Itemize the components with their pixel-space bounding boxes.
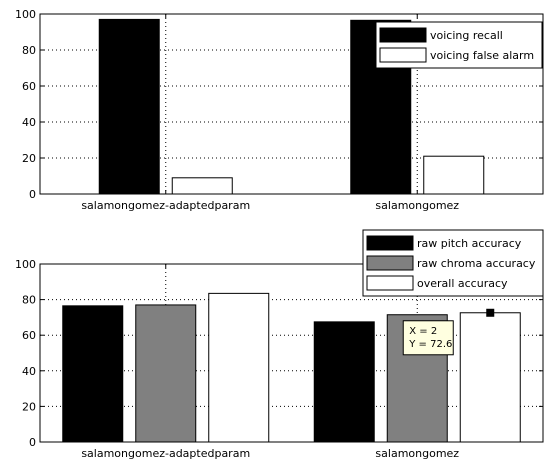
datatip-marker (486, 308, 495, 317)
y-tick-label: 40 (22, 116, 36, 129)
y-tick-label: 0 (29, 436, 36, 449)
y-tick-label: 100 (15, 258, 36, 271)
datatip: X = 2 Y = 72.6 (402, 320, 454, 356)
datatip-line: X = 2 (409, 326, 437, 337)
bar-voicing-false-alarm (171, 177, 233, 195)
legend: voicing recall voicing false alarm (375, 21, 543, 69)
bar-overall-accuracy (208, 292, 270, 443)
x-category-label: salamongomez (375, 199, 459, 212)
x-category-label: salamongomez-adaptedparam (81, 199, 250, 212)
bar-raw-chroma-accuracy (135, 304, 197, 443)
legend-swatch (379, 27, 427, 43)
y-tick-label: 20 (22, 152, 36, 165)
legend-label: voicing false alarm (430, 49, 534, 62)
legend-label: voicing recall (430, 29, 503, 42)
datatip-line: Y = 72.6 (408, 339, 452, 350)
datatip-box (402, 320, 454, 356)
chart-1: 0 20 40 60 80 100 salamongomez-adaptedparam sal… (15, 8, 544, 212)
bar-voicing-recall (98, 18, 160, 195)
bar-voicing-false-alarm (423, 155, 485, 195)
legend-label: overall accuracy (417, 277, 508, 290)
y-tick-label: 100 (15, 8, 36, 21)
y-tick-label: 0 (29, 188, 36, 201)
x-category-label: salamongomez-adaptedparam (81, 447, 250, 460)
legend-swatch (366, 275, 414, 291)
legend-label: raw chroma accuracy (417, 257, 536, 270)
y-tick-label: 40 (22, 365, 36, 378)
x-category-label: salamongomez (375, 447, 459, 460)
legend-swatch (366, 255, 414, 271)
y-tick-label: 20 (22, 400, 36, 413)
legend-swatch (379, 47, 427, 63)
y-tick-label: 60 (22, 329, 36, 342)
legend-swatch (366, 235, 414, 251)
y-tick-label: 80 (22, 44, 36, 57)
bar-overall-accuracy (459, 312, 521, 443)
bar-raw-pitch-accuracy (62, 305, 124, 443)
legend: raw pitch accuracy raw chroma accuracy ove… (362, 229, 544, 297)
chart-2: 0 20 40 60 80 100 salamongomez-adaptedparam sal… (15, 229, 544, 460)
legend-label: raw pitch accuracy (417, 237, 522, 250)
bar-raw-pitch-accuracy (313, 321, 375, 443)
y-tick-label: 60 (22, 80, 36, 93)
y-tick-label: 80 (22, 294, 36, 307)
